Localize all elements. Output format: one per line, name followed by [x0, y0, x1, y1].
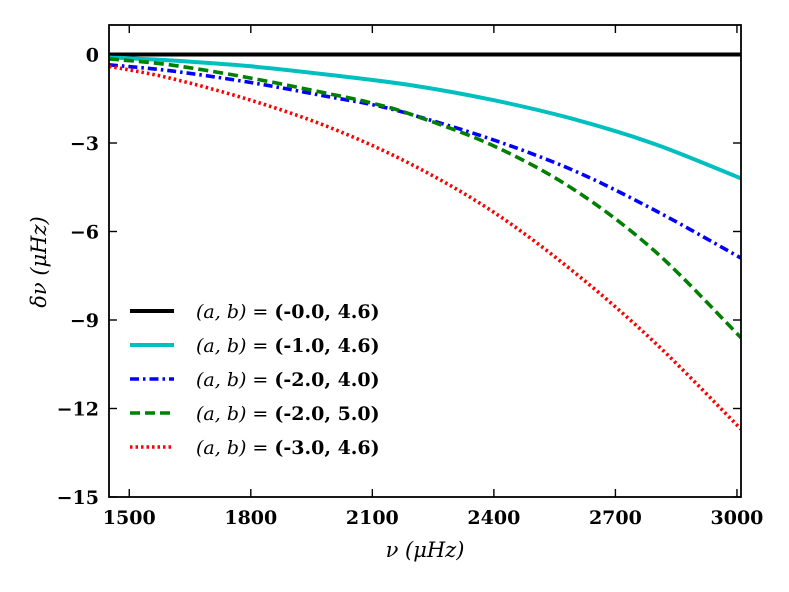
- x-tick-label: 3000: [711, 507, 764, 529]
- y-tick-label: −6: [70, 222, 99, 244]
- series-line-3: [109, 63, 741, 260]
- y-tick-label: 0: [86, 45, 99, 67]
- legend-entry-1: (a, b) = (-0.0, 4.6): [196, 301, 380, 323]
- legend-prefix: (a, b) =: [196, 335, 274, 357]
- y-axis-label: δν (μHz): [27, 216, 51, 308]
- legend-value: (-2.0, 5.0): [274, 403, 379, 425]
- legend-entry-2: (a, b) = (-1.0, 4.6): [196, 335, 380, 357]
- y-tick-label: −15: [57, 487, 99, 509]
- legend-entry-4: (a, b) = (-2.0, 5.0): [196, 403, 380, 425]
- legend-value: (-3.0, 4.6): [274, 437, 379, 459]
- legend-prefix: (a, b) =: [196, 437, 274, 459]
- legend-entry-3: (a, b) = (-2.0, 4.0): [196, 369, 380, 391]
- y-tick-label: −12: [57, 399, 99, 421]
- x-tick-label: 1800: [224, 507, 277, 529]
- legend-prefix: (a, b) =: [196, 369, 274, 391]
- x-tick-label: 2100: [346, 507, 399, 529]
- legend-prefix: (a, b) =: [196, 301, 274, 323]
- x-axis-label: ν (μHz): [386, 538, 465, 562]
- x-tick-label: 1500: [103, 507, 156, 529]
- legend-prefix: (a, b) =: [196, 403, 274, 425]
- x-tick-label: 2400: [467, 507, 520, 529]
- legend-value: (-0.0, 4.6): [274, 301, 379, 323]
- series-line-2: [109, 55, 741, 181]
- legend-value: (-2.0, 4.0): [274, 369, 379, 391]
- y-tick-label: −9: [70, 310, 99, 332]
- legend-entry-5: (a, b) = (-3.0, 4.6): [196, 437, 380, 459]
- y-tick-label: −3: [70, 133, 99, 155]
- series-line-5: [109, 64, 741, 431]
- legend-value: (-1.0, 4.6): [274, 335, 379, 357]
- x-tick-label: 2700: [589, 507, 642, 529]
- plot-frame: [108, 24, 742, 498]
- series-line-4: [109, 57, 741, 339]
